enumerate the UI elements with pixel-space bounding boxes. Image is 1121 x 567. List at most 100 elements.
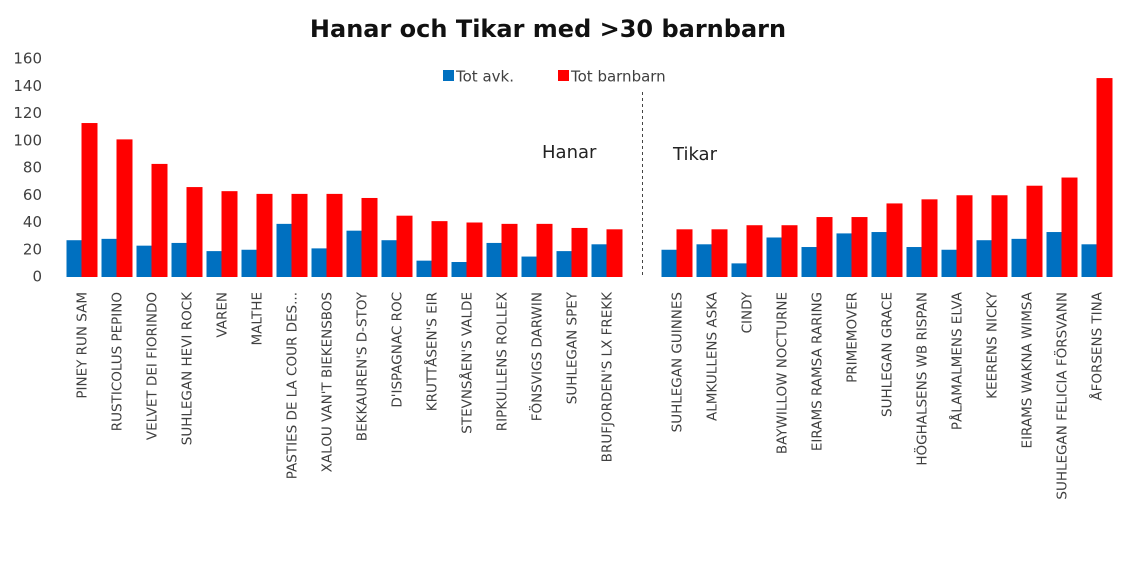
bar — [431, 221, 448, 277]
x-tick-label: PRIMEMOVER — [845, 292, 861, 383]
y-tick-label: 100 — [13, 131, 42, 149]
bar — [206, 251, 222, 277]
bar — [696, 244, 712, 277]
bar — [171, 242, 187, 277]
x-tick-label: BEKKAUREN'S D-STOY — [355, 291, 371, 441]
bar — [241, 249, 257, 277]
bar — [606, 229, 623, 277]
x-tick-label: RUSTICOLUS PEPINO — [110, 292, 126, 431]
bar — [81, 123, 98, 277]
bar — [746, 225, 763, 277]
x-tick-label: VELVET DEI FIORINDO — [145, 292, 161, 440]
bar — [766, 237, 782, 277]
x-tick-label: FÖNSVIGS DARWIN — [528, 292, 546, 421]
bar — [361, 197, 378, 277]
bar — [256, 193, 273, 277]
bar — [451, 262, 467, 277]
x-tick-label: BRUFJORDEN'S LX FREKK — [600, 291, 616, 462]
x-tick-label: BAYWILLOW NOCTURNE — [775, 292, 791, 454]
x-tick-label: PÅLAMALMENS ELVA — [949, 291, 966, 430]
x-tick-label: SUHLEGAN SPEY — [565, 291, 581, 404]
bar — [711, 229, 728, 277]
bar — [836, 233, 852, 277]
y-tick-label: 160 — [13, 50, 42, 68]
bar — [886, 203, 903, 277]
bar — [556, 251, 572, 277]
bar — [976, 240, 992, 277]
x-tick-label: SUHLEGAN FELICIA FÖRSVANN — [1053, 292, 1071, 500]
bar — [1046, 232, 1062, 277]
bar — [1081, 244, 1097, 277]
x-tick-label: ÅFORSENS TINA — [1089, 291, 1106, 400]
annotation: Tikar — [672, 144, 718, 165]
x-tick-label: MALTHE — [250, 292, 266, 345]
bar — [1011, 238, 1027, 277]
legend-label: Tot avk. — [455, 68, 514, 86]
x-tick-label: VAREN — [215, 292, 231, 338]
x-tick-label: PINEY RUN SAM — [75, 292, 91, 399]
bar — [326, 193, 343, 277]
legend-swatch — [558, 70, 569, 81]
y-tick-label: 0 — [32, 268, 42, 286]
x-tick-label: EIRAMS RAMSA RARING — [810, 292, 826, 451]
bar — [116, 139, 133, 277]
bar — [851, 217, 868, 277]
x-tick-label: HÖGHALSENS WB RISPAN — [913, 292, 931, 466]
bar — [921, 199, 938, 277]
legend-swatch — [443, 70, 454, 81]
bar — [536, 223, 553, 277]
bar — [101, 238, 117, 277]
bar — [991, 195, 1008, 277]
annotation: Hanar — [542, 142, 597, 163]
bar — [291, 193, 308, 277]
bar — [1026, 185, 1043, 277]
bar — [186, 187, 203, 277]
bar — [591, 244, 607, 277]
bar — [486, 242, 502, 277]
x-tick-label: D'ISPAGNAC ROC — [390, 292, 406, 408]
bar — [466, 222, 483, 277]
bar — [66, 240, 82, 277]
bar — [781, 225, 798, 277]
bar — [221, 191, 238, 277]
x-tick-label: STEVNSÅEN'S VALDE — [459, 292, 476, 434]
x-tick-label: SUHLEGAN HEVI ROCK — [180, 291, 196, 445]
y-tick-label: 120 — [13, 104, 42, 122]
bar — [276, 223, 292, 277]
bar — [956, 195, 973, 277]
bar — [1096, 78, 1113, 277]
x-tick-label: PASTIES DE LA COUR DES... — [285, 292, 301, 479]
bar — [346, 230, 362, 277]
bar — [661, 249, 677, 277]
bar — [136, 245, 152, 277]
x-tick-label: ALMKULLENS ASKA — [705, 291, 721, 421]
bar — [941, 249, 957, 277]
bar — [501, 223, 518, 277]
bar — [906, 247, 922, 277]
x-tick-label: SUHLEGAN GUINNES — [670, 292, 686, 432]
bar — [311, 248, 327, 277]
x-tick-label: SUHLEGAN GRACE — [880, 292, 896, 417]
x-tick-label: RIPKULLENS ROLLEX — [495, 292, 511, 431]
x-tick-label: EIRAMS WAKNA WIMSA — [1020, 291, 1036, 448]
bar — [416, 260, 432, 277]
y-tick-label: 40 — [23, 213, 42, 231]
bar — [1061, 177, 1078, 277]
bar — [801, 247, 817, 277]
bar — [151, 163, 168, 277]
x-tick-label: CINDY — [740, 291, 756, 333]
bar — [396, 215, 413, 277]
y-tick-label: 80 — [23, 159, 42, 177]
x-tick-label: XALOU VAN'T BIEKENSBOS — [320, 292, 336, 472]
bar — [816, 217, 833, 277]
bar — [871, 232, 887, 277]
x-tick-label: KEERENS NICKY — [985, 291, 1001, 399]
bar — [731, 263, 747, 277]
legend-label: Tot barnbarn — [570, 68, 666, 86]
chart-title: Hanar och Tikar med >30 barnbarn — [310, 15, 786, 43]
y-tick-label: 140 — [13, 77, 42, 95]
x-tick-label: KRUTTÅSEN'S EIR — [424, 292, 441, 411]
bar — [676, 229, 693, 277]
y-tick-label: 60 — [23, 186, 42, 204]
